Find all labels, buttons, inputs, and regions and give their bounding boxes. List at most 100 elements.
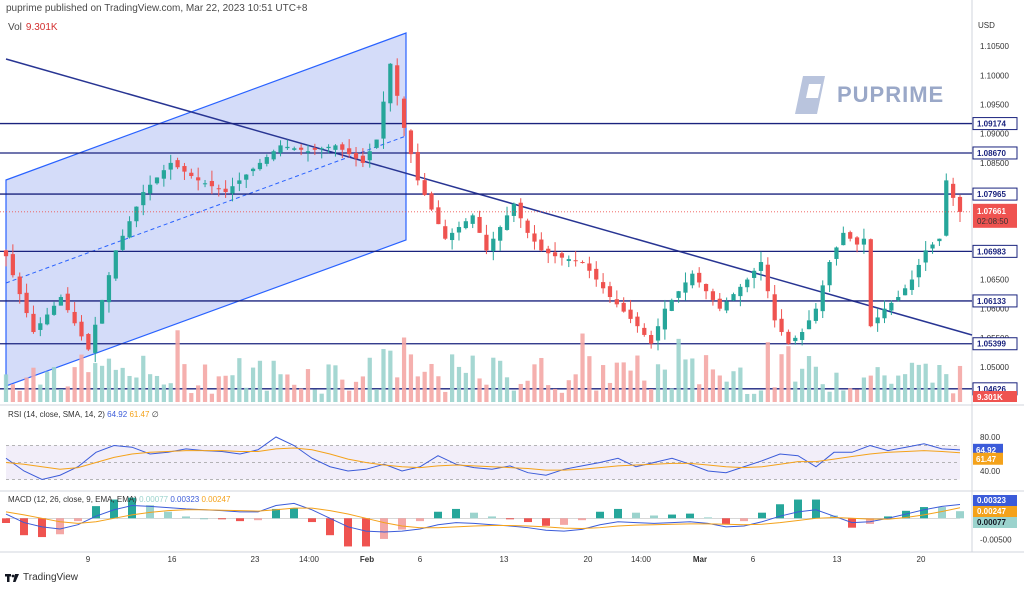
candle-body xyxy=(347,148,352,155)
macd-histogram-bar xyxy=(758,512,766,519)
macd-line xyxy=(5,502,961,533)
level-tag-label: 1.04626 xyxy=(977,385,1006,394)
volume-bar xyxy=(31,367,36,402)
volume-bar xyxy=(401,337,407,402)
candle-body xyxy=(957,196,963,212)
price-tick-label: 1.08500 xyxy=(980,159,1009,168)
volume-bar xyxy=(504,377,510,402)
volume-bar xyxy=(649,389,654,402)
volume-bar xyxy=(65,386,70,402)
volume-bar xyxy=(292,384,297,402)
volume-bar xyxy=(161,384,166,402)
volume-bar xyxy=(587,356,592,402)
time-tick-label: 20 xyxy=(584,555,593,564)
level-tag-box xyxy=(972,244,1018,258)
candle-body xyxy=(353,153,359,159)
candle-body xyxy=(278,145,283,153)
puprime-logo-icon xyxy=(795,72,831,118)
volume-bar xyxy=(250,367,256,402)
volume-bar xyxy=(367,357,372,402)
macd-histogram-bar xyxy=(290,507,298,519)
volume-bar xyxy=(38,384,43,402)
candle-body xyxy=(559,253,565,258)
volume-bar xyxy=(141,355,146,402)
candle-body xyxy=(230,186,235,194)
candle-body xyxy=(607,286,613,298)
time-tick-label: 9 xyxy=(86,555,91,564)
macd-hist-legend-value: 0.00077 xyxy=(139,495,169,504)
candle-body xyxy=(717,298,722,309)
volume-bar xyxy=(655,364,661,402)
macd-histogram-bar xyxy=(254,518,262,521)
volume-bar xyxy=(834,372,839,402)
volume-bar xyxy=(17,390,22,402)
volume-bar xyxy=(223,375,228,402)
volume-bar xyxy=(539,357,544,402)
volume-bar xyxy=(944,374,949,402)
volume-bar xyxy=(422,371,427,402)
candle-body xyxy=(79,321,84,337)
candle-body xyxy=(340,144,345,150)
candle-body xyxy=(724,301,729,311)
candle-body xyxy=(841,232,846,246)
volume-bar xyxy=(580,333,585,402)
volume-bar xyxy=(559,392,565,402)
rsi-legend-value: 64.92 xyxy=(107,410,128,419)
level-tag-box xyxy=(972,294,1018,308)
candle-body xyxy=(916,264,921,278)
candle-body xyxy=(669,299,674,311)
volume-bar xyxy=(786,346,791,402)
volume-bar xyxy=(113,369,118,402)
candle-body xyxy=(106,275,112,303)
volume-bar xyxy=(800,368,805,402)
candle-body xyxy=(861,238,867,245)
candle-body xyxy=(17,276,22,295)
volume-bar xyxy=(491,357,496,402)
macd-histogram-bar xyxy=(362,518,370,547)
volume-bar xyxy=(72,367,77,402)
volume-bar xyxy=(264,390,269,402)
macd-tick-label: -0.00500 xyxy=(980,536,1012,545)
volume-bar xyxy=(841,390,846,402)
candle-body xyxy=(909,279,915,290)
candle-body xyxy=(779,318,784,333)
volume-legend: Vol 9.301K xyxy=(8,22,58,33)
volume-bar xyxy=(896,375,901,402)
volume-bar xyxy=(415,376,420,402)
volume-bar xyxy=(882,375,887,402)
candle-body xyxy=(937,238,942,242)
volume-bar xyxy=(388,350,393,402)
macd-histogram-bar xyxy=(2,518,10,523)
candle-body xyxy=(683,282,688,293)
candle-body xyxy=(154,177,160,184)
volume-bar xyxy=(854,389,860,402)
price-tick-label: 1.10500 xyxy=(980,42,1009,51)
tradingview-brand[interactable]: TradingView xyxy=(5,572,78,583)
volume-bar xyxy=(813,366,818,402)
candle-body xyxy=(45,314,50,325)
macd-histogram-bar xyxy=(938,507,946,519)
candle-body xyxy=(731,294,736,301)
macd-histogram-bar xyxy=(542,518,550,526)
candle-body xyxy=(745,279,750,288)
macd-histogram-bar xyxy=(398,518,406,530)
level-tag-box xyxy=(972,337,1018,351)
candle-body xyxy=(703,283,709,292)
volume-bar xyxy=(51,366,57,402)
volume-bar xyxy=(312,389,317,402)
candle-body xyxy=(827,262,832,286)
volume-bar xyxy=(463,372,468,402)
countdown-label: 02:08:50 xyxy=(977,217,1009,226)
macd-histogram-bar xyxy=(866,518,874,524)
volume-bar xyxy=(546,385,551,402)
price-tick-label: 1.09500 xyxy=(980,101,1009,110)
time-tick-label: 14:00 xyxy=(299,555,320,564)
current-price-box xyxy=(973,203,1017,228)
macd-value-box xyxy=(973,517,1017,528)
candle-body xyxy=(820,285,825,312)
volume-bar xyxy=(683,359,688,402)
macd-histogram-bar xyxy=(92,506,100,519)
candle-body xyxy=(552,252,558,257)
volume-bar xyxy=(875,367,880,402)
